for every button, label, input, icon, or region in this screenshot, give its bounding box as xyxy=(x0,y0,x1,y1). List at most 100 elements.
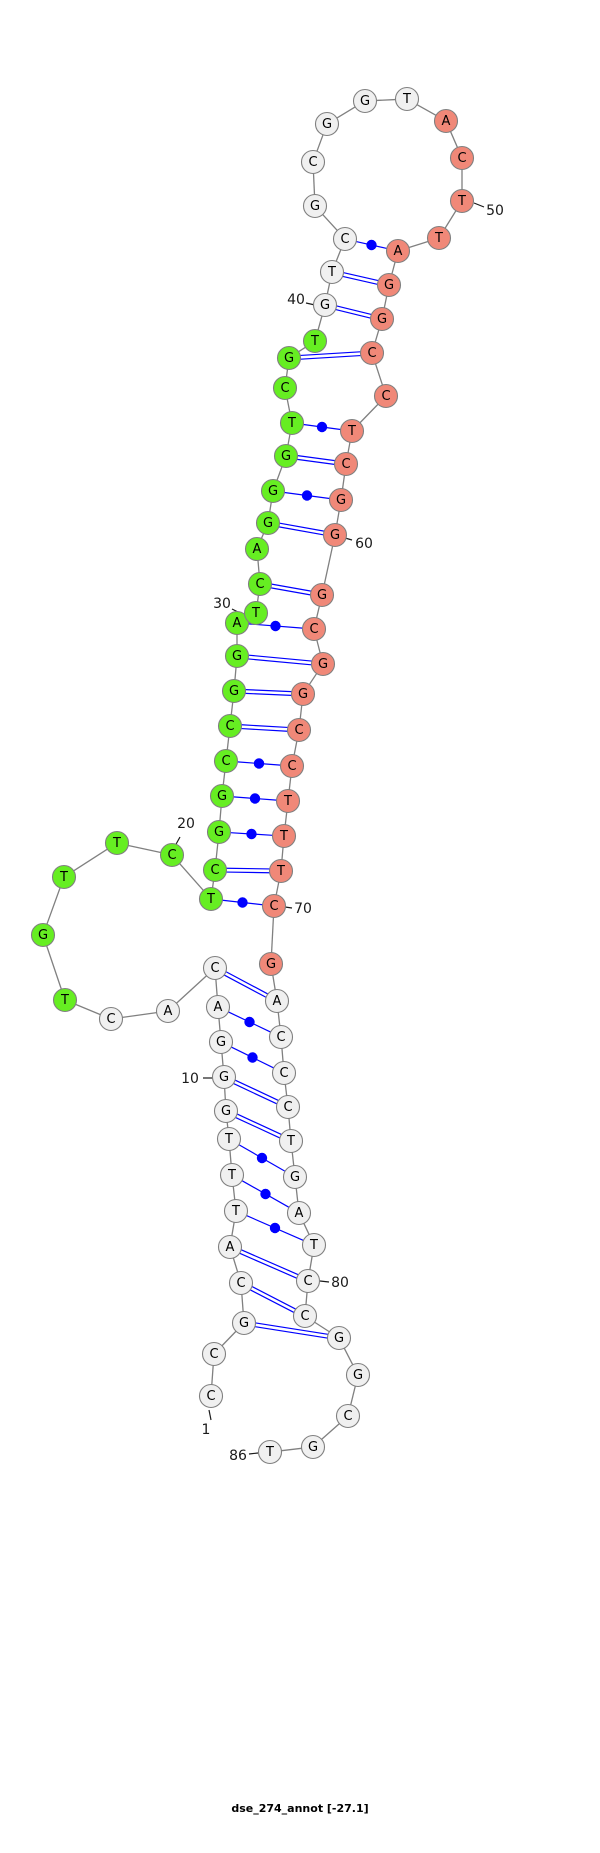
nucleotide-68-T[interactable]: T xyxy=(271,823,297,849)
nucleotide-86-T[interactable]: T xyxy=(257,1439,283,1465)
nucleotide-15-C[interactable]: C xyxy=(98,1006,124,1032)
nucleotide-51-T[interactable]: T xyxy=(426,225,452,251)
nucleotide-45-G[interactable]: G xyxy=(314,111,340,137)
nucleotide-circle xyxy=(30,922,56,948)
nucleotide-letter: C xyxy=(287,759,296,774)
nucleotide-9-G[interactable]: G xyxy=(213,1098,239,1124)
nucleotide-11-G[interactable]: G xyxy=(208,1029,234,1055)
nucleotide-41-T[interactable]: T xyxy=(319,259,345,285)
nucleotide-4-C[interactable]: C xyxy=(228,1270,254,1296)
nucleotide-61-G[interactable]: G xyxy=(309,582,335,608)
nucleotide-28-G[interactable]: G xyxy=(224,643,250,669)
nucleotide-59-G[interactable]: G xyxy=(328,487,354,513)
nucleotide-circle xyxy=(211,1064,237,1090)
nucleotide-74-C[interactable]: C xyxy=(271,1060,297,1086)
backbone-segment xyxy=(215,843,219,859)
nucleotide-30-T[interactable]: T xyxy=(243,600,269,626)
nucleotide-43-G[interactable]: G xyxy=(302,193,328,219)
nucleotide-42-C[interactable]: C xyxy=(332,226,358,252)
nucleotide-27-G[interactable]: G xyxy=(221,678,247,704)
nucleotide-letter: T xyxy=(265,1445,274,1460)
nucleotide-71-G[interactable]: G xyxy=(258,951,284,977)
nucleotide-32-A[interactable]: A xyxy=(244,536,270,562)
nucleotide-36-T[interactable]: T xyxy=(279,410,305,436)
nucleotide-44-C[interactable]: C xyxy=(300,149,326,175)
nucleotide-13-C[interactable]: C xyxy=(202,955,228,981)
nucleotide-1-C[interactable]: C xyxy=(198,1383,224,1409)
nucleotide-7-T[interactable]: T xyxy=(219,1162,245,1188)
nucleotide-2-C[interactable]: C xyxy=(201,1341,227,1367)
nucleotide-50-T[interactable]: T xyxy=(449,188,475,214)
nucleotide-63-G[interactable]: G xyxy=(310,651,336,677)
nucleotide-40-G[interactable]: G xyxy=(312,292,338,318)
nucleotide-6-T[interactable]: T xyxy=(223,1198,249,1224)
nucleotide-46-G[interactable]: G xyxy=(352,88,378,114)
nucleotide-circle xyxy=(206,819,232,845)
nucleotide-37-C[interactable]: C xyxy=(272,375,298,401)
nucleotide-38-G[interactable]: G xyxy=(276,345,302,371)
nucleotide-12-A[interactable]: A xyxy=(205,994,231,1020)
nucleotide-67-T[interactable]: T xyxy=(275,788,301,814)
nucleotide-78-A[interactable]: A xyxy=(286,1200,312,1226)
nucleotide-75-C[interactable]: C xyxy=(275,1094,301,1120)
nucleotide-10-G[interactable]: G xyxy=(211,1064,237,1090)
nucleotide-49-C[interactable]: C xyxy=(449,145,475,171)
backbone-segment xyxy=(288,777,292,790)
nucleotide-16-T[interactable]: T xyxy=(52,987,78,1013)
nucleotide-25-C[interactable]: C xyxy=(213,748,239,774)
nucleotide-33-G[interactable]: G xyxy=(255,510,281,536)
nucleotide-70-C[interactable]: C xyxy=(261,893,287,919)
nucleotide-39-T[interactable]: T xyxy=(302,328,328,354)
nucleotide-77-G[interactable]: G xyxy=(282,1164,308,1190)
nucleotide-73-C[interactable]: C xyxy=(268,1024,294,1050)
nucleotide-55-C[interactable]: C xyxy=(359,340,385,366)
nucleotide-54-G[interactable]: G xyxy=(369,306,395,332)
nucleotide-18-T[interactable]: T xyxy=(51,864,77,890)
nucleotide-72-A[interactable]: A xyxy=(264,988,290,1014)
nucleotide-64-G[interactable]: G xyxy=(290,681,316,707)
base-pair-canonical xyxy=(343,272,379,282)
position-number-label: 70 xyxy=(294,901,312,917)
nucleotide-20-C[interactable]: C xyxy=(159,842,185,868)
nucleotide-57-T[interactable]: T xyxy=(339,418,365,444)
nucleotide-17-G[interactable]: G xyxy=(30,922,56,948)
nucleotide-23-G[interactable]: G xyxy=(206,819,232,845)
nucleotide-52-A[interactable]: A xyxy=(385,238,411,264)
nucleotide-48-A[interactable]: A xyxy=(433,108,459,134)
nucleotide-76-T[interactable]: T xyxy=(278,1128,304,1154)
nucleotide-83-G[interactable]: G xyxy=(345,1362,371,1388)
nucleotide-82-G[interactable]: G xyxy=(326,1325,352,1351)
nucleotide-31-C[interactable]: C xyxy=(247,571,273,597)
nucleotide-19-T[interactable]: T xyxy=(104,830,130,856)
nucleotide-80-C[interactable]: C xyxy=(295,1268,321,1294)
nucleotide-letter: C xyxy=(209,1347,218,1362)
nucleotide-26-C[interactable]: C xyxy=(217,713,243,739)
nucleotide-29-A[interactable]: A xyxy=(224,610,250,636)
nucleotide-62-C[interactable]: C xyxy=(301,616,327,642)
nucleotide-66-C[interactable]: C xyxy=(279,753,305,779)
nucleotide-22-C[interactable]: C xyxy=(202,857,228,883)
nucleotide-34-G[interactable]: G xyxy=(260,478,286,504)
nucleotide-8-T[interactable]: T xyxy=(216,1126,242,1152)
base-pair-dot-icon xyxy=(260,1188,271,1200)
nucleotide-47-T[interactable]: T xyxy=(394,86,420,112)
nucleotide-69-T[interactable]: T xyxy=(268,858,294,884)
nucleotide-84-C[interactable]: C xyxy=(335,1403,361,1429)
nucleotide-53-G[interactable]: G xyxy=(376,272,402,298)
nucleotide-35-G[interactable]: G xyxy=(273,443,299,469)
nucleotide-5-A[interactable]: A xyxy=(217,1234,243,1260)
nucleotide-65-C[interactable]: C xyxy=(286,717,312,743)
nucleotide-58-C[interactable]: C xyxy=(333,451,359,477)
nucleotide-85-G[interactable]: G xyxy=(300,1434,326,1460)
nucleotide-79-T[interactable]: T xyxy=(301,1232,327,1258)
nucleotide-60-G[interactable]: G xyxy=(322,522,348,548)
nucleotide-14-A[interactable]: A xyxy=(155,998,181,1024)
nucleotide-circle xyxy=(275,1094,301,1120)
backbone-segment xyxy=(314,1321,330,1333)
nucleotide-24-G[interactable]: G xyxy=(209,783,235,809)
nucleotide-3-G[interactable]: G xyxy=(231,1310,257,1336)
nucleotide-81-C[interactable]: C xyxy=(292,1303,318,1329)
nucleotide-56-C[interactable]: C xyxy=(373,383,399,409)
base-pair-canonical xyxy=(234,1079,279,1101)
nucleotide-21-T[interactable]: T xyxy=(198,886,224,912)
